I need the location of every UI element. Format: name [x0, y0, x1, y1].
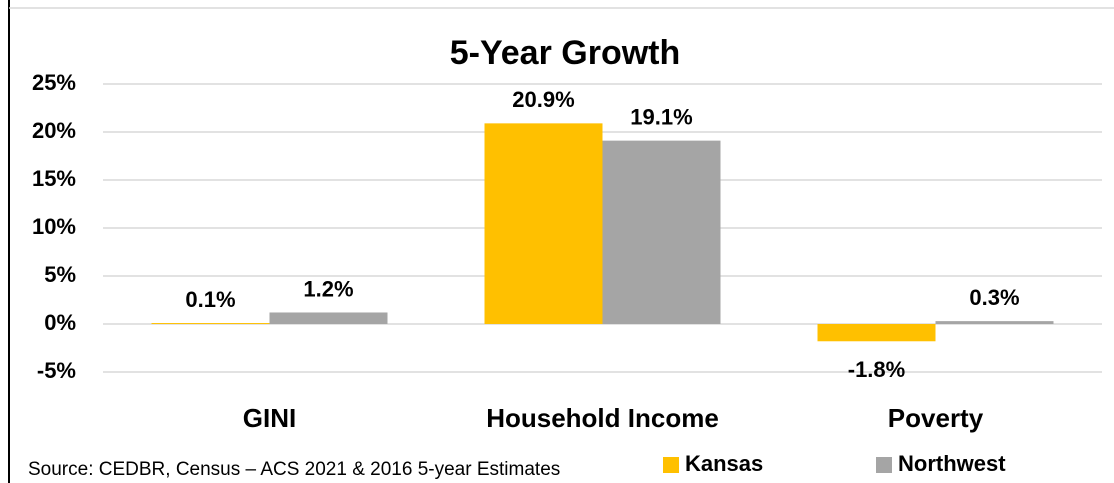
data-label: 0.1%	[185, 287, 235, 312]
bar	[935, 321, 1054, 324]
legend-swatch	[663, 457, 679, 473]
bar	[817, 324, 936, 342]
source-note: Source: CEDBR, Census – ACS 2021 & 2016 …	[28, 459, 560, 480]
y-tick-label: 15%	[32, 166, 76, 191]
data-label: 20.9%	[512, 87, 574, 112]
y-tick-label: 10%	[32, 214, 76, 239]
x-tick-label: GINI	[243, 403, 296, 433]
y-tick-label: 5%	[44, 262, 76, 287]
bar	[602, 140, 721, 324]
legend-label: Northwest	[898, 451, 1006, 476]
data-label: 19.1%	[630, 104, 692, 129]
x-tick-label: Household Income	[486, 403, 719, 433]
legend-label: Kansas	[685, 451, 763, 476]
data-label: 0.3%	[969, 285, 1019, 310]
x-tick-label: Poverty	[888, 403, 984, 433]
data-label: 1.2%	[303, 276, 353, 301]
bar	[151, 323, 270, 324]
legend-swatch	[876, 457, 892, 473]
y-tick-label: -5%	[37, 358, 76, 383]
y-tick-label: 20%	[32, 118, 76, 143]
bar	[269, 312, 388, 324]
chart-title: 5-Year Growth	[450, 34, 681, 72]
bar	[484, 123, 603, 324]
data-label: -1.8%	[848, 357, 905, 382]
y-tick-label: 0%	[44, 310, 76, 335]
y-tick-label: 25%	[32, 70, 76, 95]
